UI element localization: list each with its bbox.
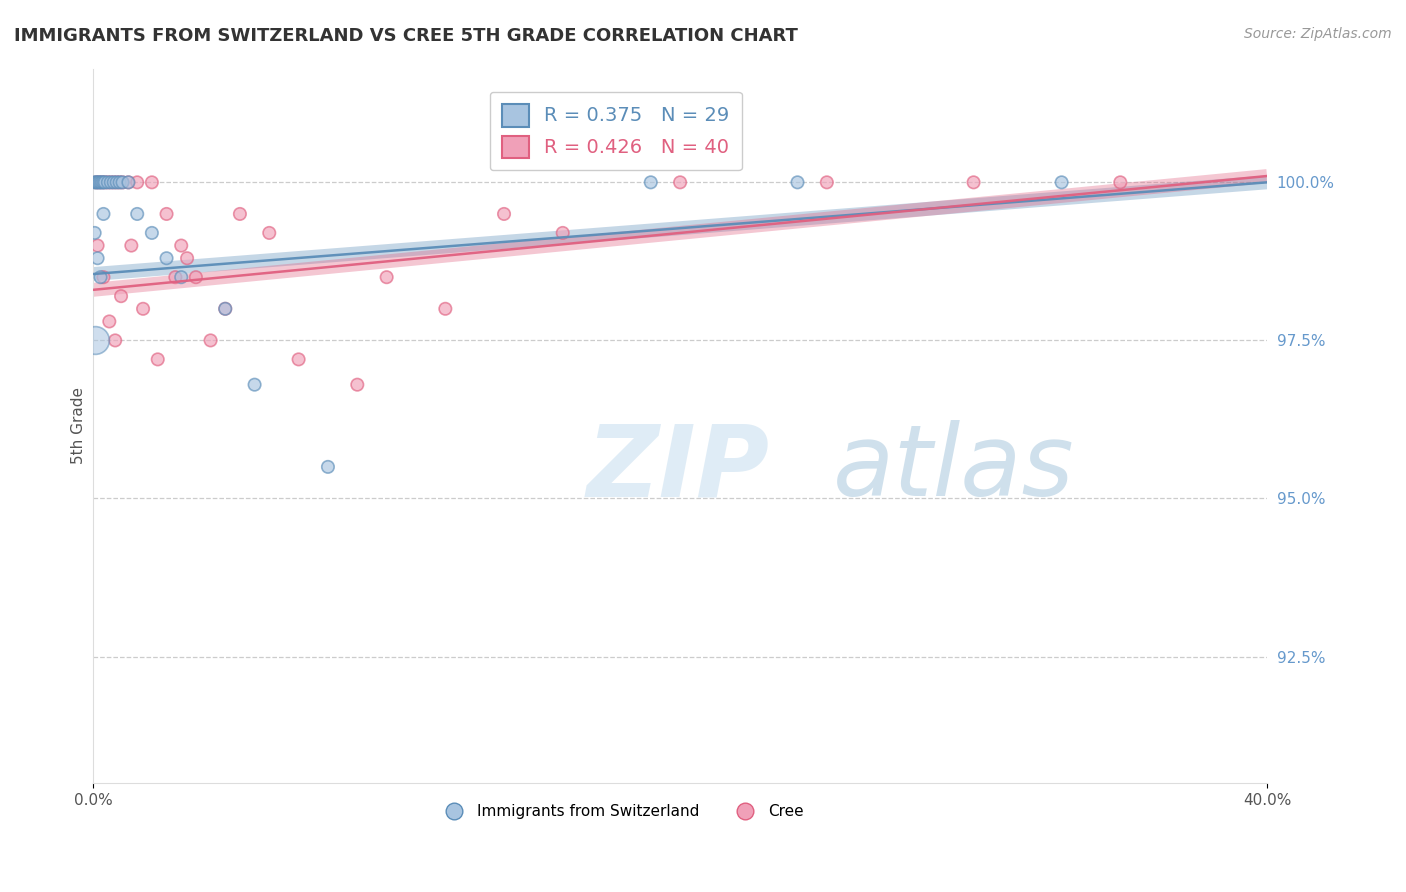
Point <box>117 175 139 189</box>
Point <box>111 175 134 189</box>
Point <box>86 175 108 189</box>
Point <box>111 175 134 189</box>
Point <box>127 175 149 189</box>
Point <box>91 175 114 189</box>
Point <box>87 175 110 189</box>
Point <box>243 377 266 392</box>
Point <box>669 175 692 189</box>
Point <box>375 270 398 285</box>
Point <box>97 175 120 189</box>
Point <box>132 301 155 316</box>
Point <box>100 175 122 189</box>
Point <box>214 301 236 316</box>
Point <box>93 207 115 221</box>
Point <box>259 226 281 240</box>
Point <box>640 175 662 189</box>
Point <box>120 238 142 252</box>
Point <box>492 207 515 221</box>
Point <box>962 175 984 189</box>
Point <box>287 352 309 367</box>
Text: IMMIGRANTS FROM SWITZERLAND VS CREE 5TH GRADE CORRELATION CHART: IMMIGRANTS FROM SWITZERLAND VS CREE 5TH … <box>14 27 799 45</box>
Point <box>93 175 115 189</box>
Point <box>108 175 131 189</box>
Point <box>108 175 131 189</box>
Point <box>346 377 368 392</box>
Text: Source: ZipAtlas.com: Source: ZipAtlas.com <box>1244 27 1392 41</box>
Point <box>83 175 105 189</box>
Point <box>87 175 110 189</box>
Point <box>316 459 339 474</box>
Point <box>86 238 108 252</box>
Point <box>1050 175 1073 189</box>
Point <box>83 226 105 240</box>
Point <box>786 175 808 189</box>
Point <box>110 289 132 303</box>
Point <box>94 175 117 189</box>
Point <box>155 207 177 221</box>
Text: ZIP: ZIP <box>586 420 769 517</box>
Y-axis label: 5th Grade: 5th Grade <box>72 387 86 464</box>
Point <box>86 251 108 265</box>
Point <box>83 334 105 348</box>
Point <box>229 207 252 221</box>
Point <box>105 175 128 189</box>
Point <box>155 251 177 265</box>
Point <box>84 175 107 189</box>
Point <box>103 175 125 189</box>
Point <box>127 207 149 221</box>
Point <box>170 238 193 252</box>
Point <box>103 175 125 189</box>
Point <box>551 226 574 240</box>
Point <box>146 352 169 367</box>
Point <box>170 270 193 285</box>
Point <box>214 301 236 316</box>
Point <box>104 334 127 348</box>
Point <box>89 270 111 285</box>
Point <box>98 314 121 328</box>
Point <box>1109 175 1132 189</box>
Text: atlas: atlas <box>832 420 1074 517</box>
Point <box>184 270 207 285</box>
Point <box>94 175 117 189</box>
Point <box>141 226 163 240</box>
Point <box>117 175 139 189</box>
Point <box>141 175 163 189</box>
Point <box>434 301 457 316</box>
Point <box>165 270 187 285</box>
Point <box>176 251 198 265</box>
Legend: Immigrants from Switzerland, Cree: Immigrants from Switzerland, Cree <box>433 798 810 825</box>
Point <box>97 175 120 189</box>
Point <box>84 175 107 189</box>
Point <box>200 334 222 348</box>
Point <box>91 175 114 189</box>
Point <box>105 175 128 189</box>
Point <box>89 175 111 189</box>
Point <box>100 175 122 189</box>
Point <box>93 270 115 285</box>
Point <box>815 175 838 189</box>
